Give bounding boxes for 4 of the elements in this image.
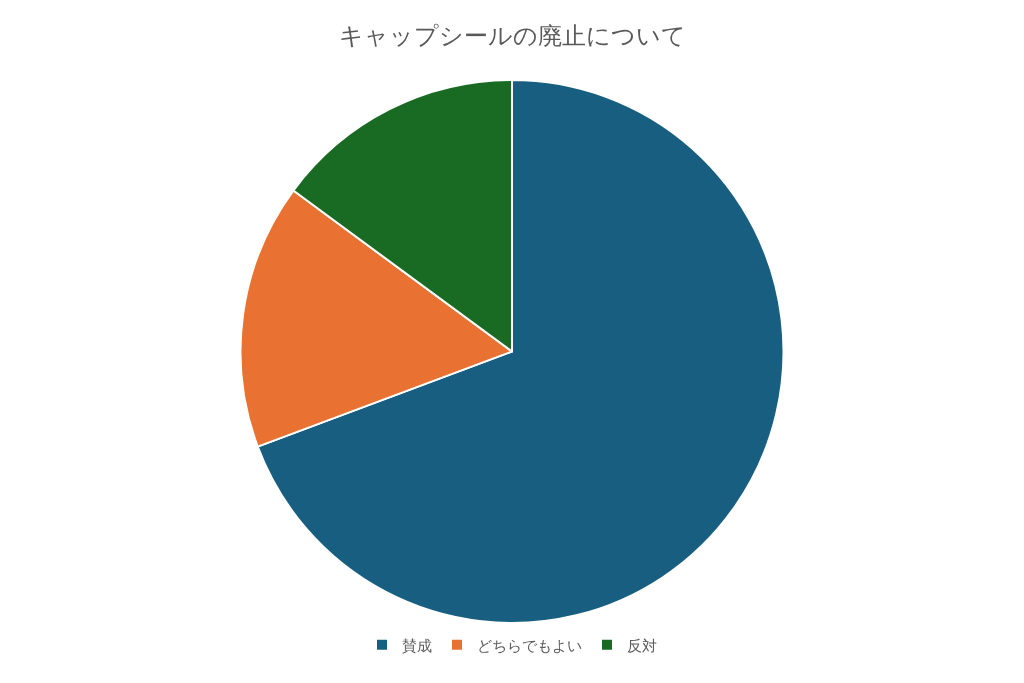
legend-label: どちらでもよい [477, 636, 582, 655]
legend-label: 反対 [627, 636, 657, 655]
chart-title: キャップシールの廃止について [338, 22, 686, 51]
legend-label: 賛成 [402, 636, 432, 655]
